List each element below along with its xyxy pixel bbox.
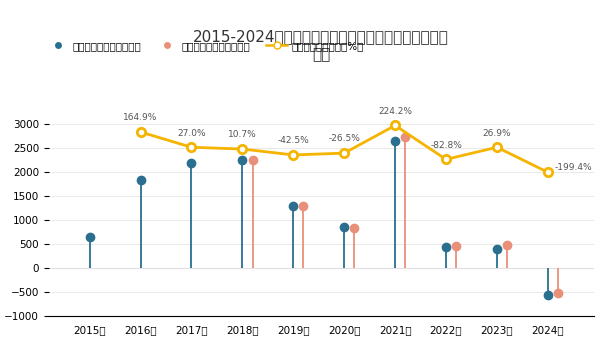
Text: 164.9%: 164.9% (124, 113, 158, 122)
Text: 27.0%: 27.0% (177, 129, 206, 137)
Text: 10.7%: 10.7% (228, 130, 257, 139)
Legend: 利润总额累计值（亿元）, 营业利润累计值（亿元）, 利润总额累计增长（%）: 利润总额累计值（亿元）, 营业利润累计值（亿元）, 利润总额累计增长（%） (43, 37, 368, 55)
Text: -26.5%: -26.5% (328, 134, 360, 144)
Title: 2015-2024年石油、煤炭及其他燃料加工业企业利润统
计图: 2015-2024年石油、煤炭及其他燃料加工业企业利润统 计图 (193, 29, 449, 62)
Text: 224.2%: 224.2% (378, 107, 412, 116)
Text: -199.4%: -199.4% (554, 163, 592, 172)
Text: 26.9%: 26.9% (483, 129, 511, 137)
Text: -82.8%: -82.8% (430, 141, 462, 150)
Text: -42.5%: -42.5% (277, 136, 309, 145)
